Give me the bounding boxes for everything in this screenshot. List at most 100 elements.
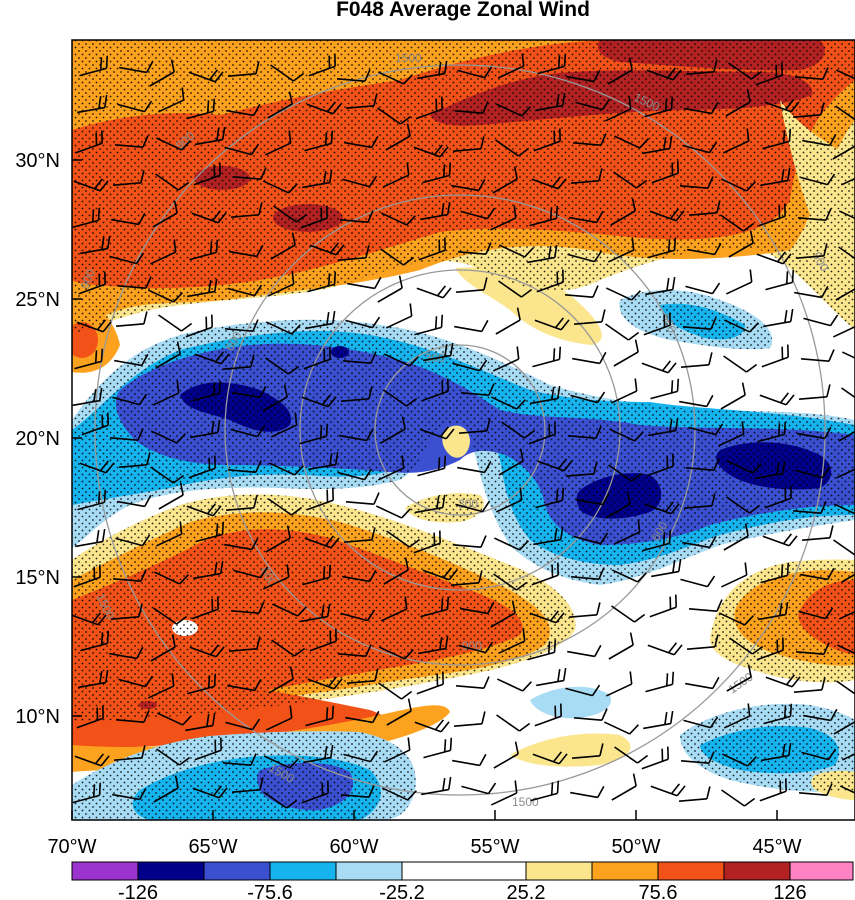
wind-barb	[81, 412, 109, 436]
wind-barb	[189, 239, 219, 261]
wind-barb	[343, 527, 376, 544]
wind-barb	[492, 346, 520, 372]
wind-barb	[575, 492, 610, 506]
wind-barb	[273, 205, 308, 223]
wind-barb	[569, 210, 604, 224]
wind-barb	[308, 53, 336, 77]
wind-barb	[262, 180, 298, 194]
wind-barb	[567, 644, 602, 658]
wind-barb	[228, 636, 261, 653]
wind-barb	[498, 244, 534, 258]
wind-barb	[720, 214, 755, 232]
wind-barb	[720, 562, 748, 588]
contour-label: 900	[78, 267, 98, 291]
wind-barb	[340, 386, 373, 403]
wind-barb	[77, 94, 108, 114]
wind-barb	[610, 198, 636, 226]
y-tick-label: 10°N	[15, 706, 60, 728]
wind-barb	[570, 567, 605, 581]
wind-barb	[682, 141, 718, 154]
wind-barb	[793, 677, 826, 694]
wind-barb	[194, 737, 222, 761]
wind-barb	[841, 351, 855, 365]
wind-barb	[685, 282, 721, 295]
wind-barb	[687, 242, 722, 256]
wind-barb	[262, 564, 290, 590]
wind-barb	[195, 126, 226, 146]
wind-barb	[420, 201, 451, 221]
wind-barb	[797, 208, 832, 222]
wind-barb	[531, 176, 567, 190]
wind-barb	[761, 742, 792, 762]
wind-barb	[572, 133, 607, 147]
wind-barb	[531, 562, 559, 586]
wind-barb	[803, 708, 838, 722]
wind-barb	[457, 242, 492, 256]
colorbar-swatch	[138, 862, 204, 880]
wind-barb	[265, 525, 291, 553]
wind-barb	[762, 128, 792, 150]
colorbar-label: 75.6	[639, 882, 678, 900]
wind-barb	[229, 244, 264, 258]
wind-barb	[792, 501, 827, 515]
height-contour-600	[299, 269, 621, 591]
wind-barb	[567, 250, 603, 263]
y-tick-label: 15°N	[15, 567, 60, 589]
wind-barb	[794, 67, 829, 81]
wind-barb	[112, 170, 145, 187]
wind-barb	[421, 776, 452, 796]
wind-barb	[264, 130, 292, 156]
wind-barb	[685, 458, 720, 472]
wind-barb	[76, 319, 112, 333]
wind-barb	[413, 144, 449, 158]
wind-barb	[458, 641, 494, 654]
wind-barb	[222, 354, 255, 371]
wind-barb	[759, 778, 787, 802]
wind-barb	[300, 205, 328, 229]
wind-barb	[383, 557, 409, 585]
wind-barb	[728, 230, 754, 258]
wind-barb	[422, 162, 452, 184]
y-tick-label: 25°N	[15, 289, 60, 311]
wind-barb	[378, 682, 413, 700]
wind-barb	[158, 482, 184, 510]
wind-barb	[642, 135, 673, 155]
wind-barb	[679, 394, 714, 408]
wind-barb	[680, 751, 715, 765]
wind-barb	[147, 289, 183, 303]
wind-barb	[729, 637, 764, 655]
wind-barb	[649, 594, 677, 618]
colorbar-swatch	[724, 862, 790, 880]
wind-barb	[186, 503, 222, 517]
wind-barb	[529, 610, 565, 624]
x-tick-label: 45°W	[752, 836, 801, 858]
wind-barb	[611, 773, 637, 801]
wind-barb	[80, 630, 110, 652]
x-tick-label: 70°W	[47, 836, 96, 858]
wind-barb	[262, 384, 288, 412]
wind-barb	[187, 278, 218, 298]
wind-barb	[301, 394, 337, 408]
wind-barb	[685, 676, 720, 690]
wind-barb	[192, 380, 222, 402]
wind-barb	[72, 387, 103, 407]
wind-barb	[798, 384, 831, 401]
wind-barb	[800, 567, 835, 581]
wind-barb	[803, 314, 839, 327]
wind-barb	[267, 271, 295, 297]
wind-barb	[565, 684, 601, 697]
wind-barb	[490, 780, 518, 806]
wind-barb	[155, 173, 190, 191]
wind-barb	[380, 596, 408, 622]
wind-barb	[644, 501, 680, 515]
wind-barb	[75, 528, 106, 548]
wind-barb	[647, 237, 677, 259]
wind-barb	[190, 419, 221, 439]
wind-barb	[78, 669, 109, 689]
x-tick-label: 60°W	[329, 836, 378, 858]
wind-barb	[565, 461, 598, 478]
wind-barb	[345, 492, 380, 506]
contour-label: 1500	[395, 51, 422, 65]
wind-barb	[342, 351, 377, 365]
wind-barb	[801, 748, 837, 761]
